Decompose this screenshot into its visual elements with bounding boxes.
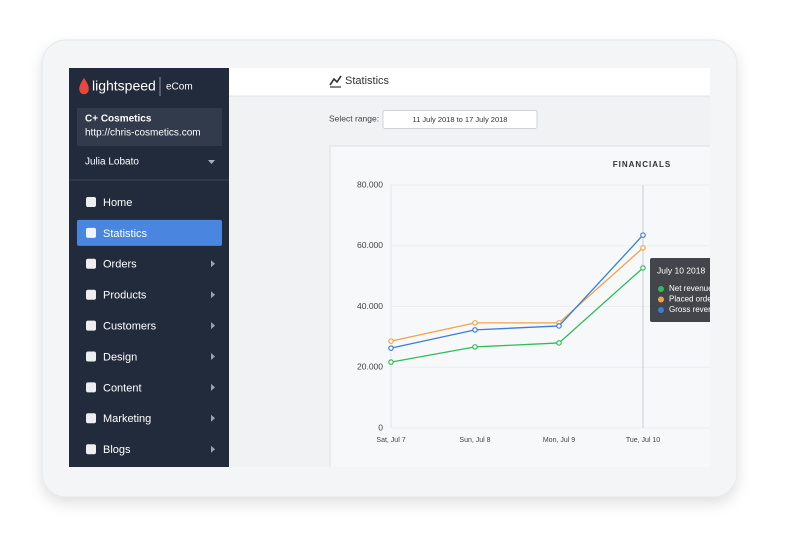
legend-label: Net revenue	[669, 284, 713, 293]
legend-label: Placed orders	[669, 295, 718, 304]
menu-arrow[interactable]	[211, 322, 215, 330]
menu-label[interactable]: Blogs	[103, 444, 131, 456]
screen: Statistics Select range: 11 July 2018 to…	[69, 68, 722, 467]
menu-label[interactable]: Orders	[103, 259, 137, 271]
menu-icon[interactable]	[86, 382, 96, 393]
x-tick-label: Mon, Jul 9	[543, 437, 575, 444]
legend-dot	[658, 296, 664, 303]
store-box[interactable]	[77, 108, 222, 146]
y-tick-label: 60.000	[357, 240, 383, 250]
menu-icon[interactable]	[86, 258, 96, 269]
x-tick-label: Sun, Jul 8	[459, 437, 490, 444]
menu: Home Statistics Orders Products Customers Des…	[77, 197, 222, 456]
y-tick-label: 80.000	[357, 179, 383, 189]
y-tick-label: 40.000	[357, 301, 383, 311]
menu-label[interactable]: Marketing	[103, 413, 151, 425]
menu-label[interactable]: Products	[103, 290, 147, 302]
y-tick-label: 0	[378, 422, 383, 432]
user-caret[interactable]	[208, 160, 215, 164]
data-point	[388, 338, 394, 344]
menu-active-bg[interactable]	[77, 219, 222, 246]
header-bar	[229, 68, 710, 96]
y-tick-label: 20.000	[357, 362, 383, 372]
menu-arrow[interactable]	[211, 383, 215, 391]
range-value[interactable]: 11 July 2018 to 17 July 2018	[413, 115, 508, 124]
user-name[interactable]: Julia Lobato	[85, 157, 139, 168]
store-name[interactable]: C+ Cosmetics	[85, 114, 152, 125]
data-point	[640, 245, 646, 251]
menu-label[interactable]: Statistics	[103, 228, 148, 240]
menu-arrow[interactable]	[211, 414, 215, 422]
menu-icon[interactable]	[86, 197, 96, 207]
range-label: Select range:	[329, 113, 379, 123]
page-title: Statistics	[345, 75, 390, 87]
chart: FINANCIALS 0 20.000 40.000 60.000 80.000 Sat, …	[357, 160, 722, 444]
data-point	[640, 265, 646, 271]
menu-label[interactable]: Content	[103, 382, 142, 394]
legend-dot	[658, 286, 664, 292]
menu-icon[interactable]	[86, 444, 96, 455]
chart-title: FINANCIALS	[613, 160, 671, 169]
tooltip-bg	[650, 258, 710, 322]
menu-arrow[interactable]	[211, 291, 215, 299]
data-point	[640, 232, 646, 238]
menu-icon[interactable]	[86, 351, 96, 362]
series-line	[390, 267, 644, 363]
menu-label[interactable]: Design	[103, 351, 137, 363]
series-line	[390, 247, 644, 342]
menu-icon[interactable]	[86, 289, 96, 300]
store-url[interactable]: http://chris-cosmetics.com	[85, 128, 201, 139]
x-tick-label: Sat, Jul 7	[376, 437, 405, 444]
product: eCom	[166, 82, 193, 93]
brand-logo	[79, 78, 89, 95]
menu-arrow[interactable]	[211, 353, 215, 360]
menu-arrow[interactable]	[211, 260, 215, 268]
menu-icon[interactable]	[86, 413, 96, 424]
range-input[interactable]	[382, 110, 538, 129]
tooltip-title: July 10 2018	[657, 265, 705, 275]
data-point	[472, 327, 478, 333]
data-point	[388, 345, 394, 351]
data-point	[556, 323, 562, 329]
brand: lightspeed	[92, 78, 156, 94]
menu-label[interactable]: Home	[103, 197, 132, 209]
menu-label[interactable]: Customers	[103, 321, 157, 333]
data-point	[388, 359, 394, 365]
stats-icon	[329, 75, 342, 86]
series-line	[390, 234, 644, 349]
menu-arrow[interactable]	[211, 445, 215, 453]
data-point	[472, 344, 478, 350]
menu-icon[interactable]	[86, 227, 96, 238]
tooltip: July 10 2018 Net revenue Placed ordersGros…	[650, 258, 722, 322]
legend-label: Gross revenue	[669, 305, 722, 314]
data-point	[556, 340, 562, 346]
x-tick-label: Tue, Jul 10	[626, 437, 660, 444]
data-point	[472, 320, 478, 326]
legend-dot	[658, 307, 664, 313]
menu-icon[interactable]	[86, 320, 96, 331]
